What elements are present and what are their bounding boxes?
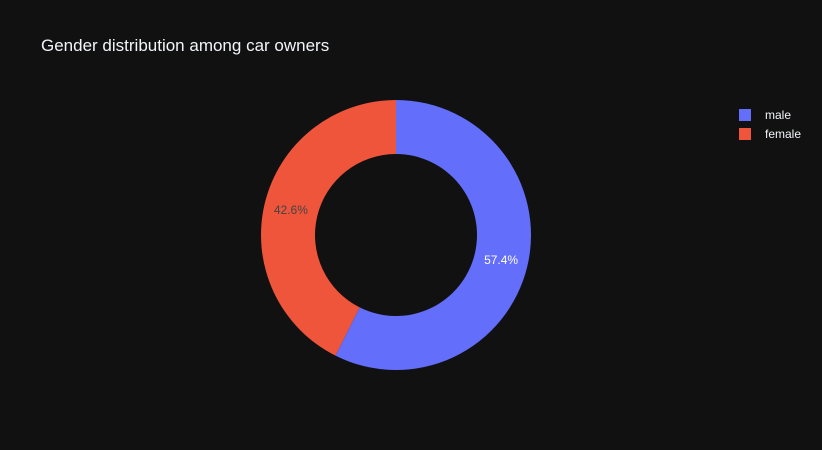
labels-layer: 57.4% 42.6%: [274, 203, 519, 267]
legend-label-female: female: [765, 127, 801, 141]
chart-title: Gender distribution among car owners: [41, 36, 329, 55]
slice-label-female: 42.6%: [274, 203, 308, 217]
legend-swatch-male: [739, 109, 751, 121]
slices-layer: [261, 100, 532, 370]
legend-swatch-female: [739, 128, 751, 140]
legend-label-male: male: [765, 108, 791, 122]
legend-item-female[interactable]: female: [739, 127, 801, 141]
legend-item-male[interactable]: male: [739, 108, 791, 122]
slice-female[interactable]: [261, 100, 396, 356]
slice-male[interactable]: [335, 100, 532, 370]
slice-label-male: 57.4%: [484, 253, 518, 267]
legend: male female: [739, 108, 801, 141]
